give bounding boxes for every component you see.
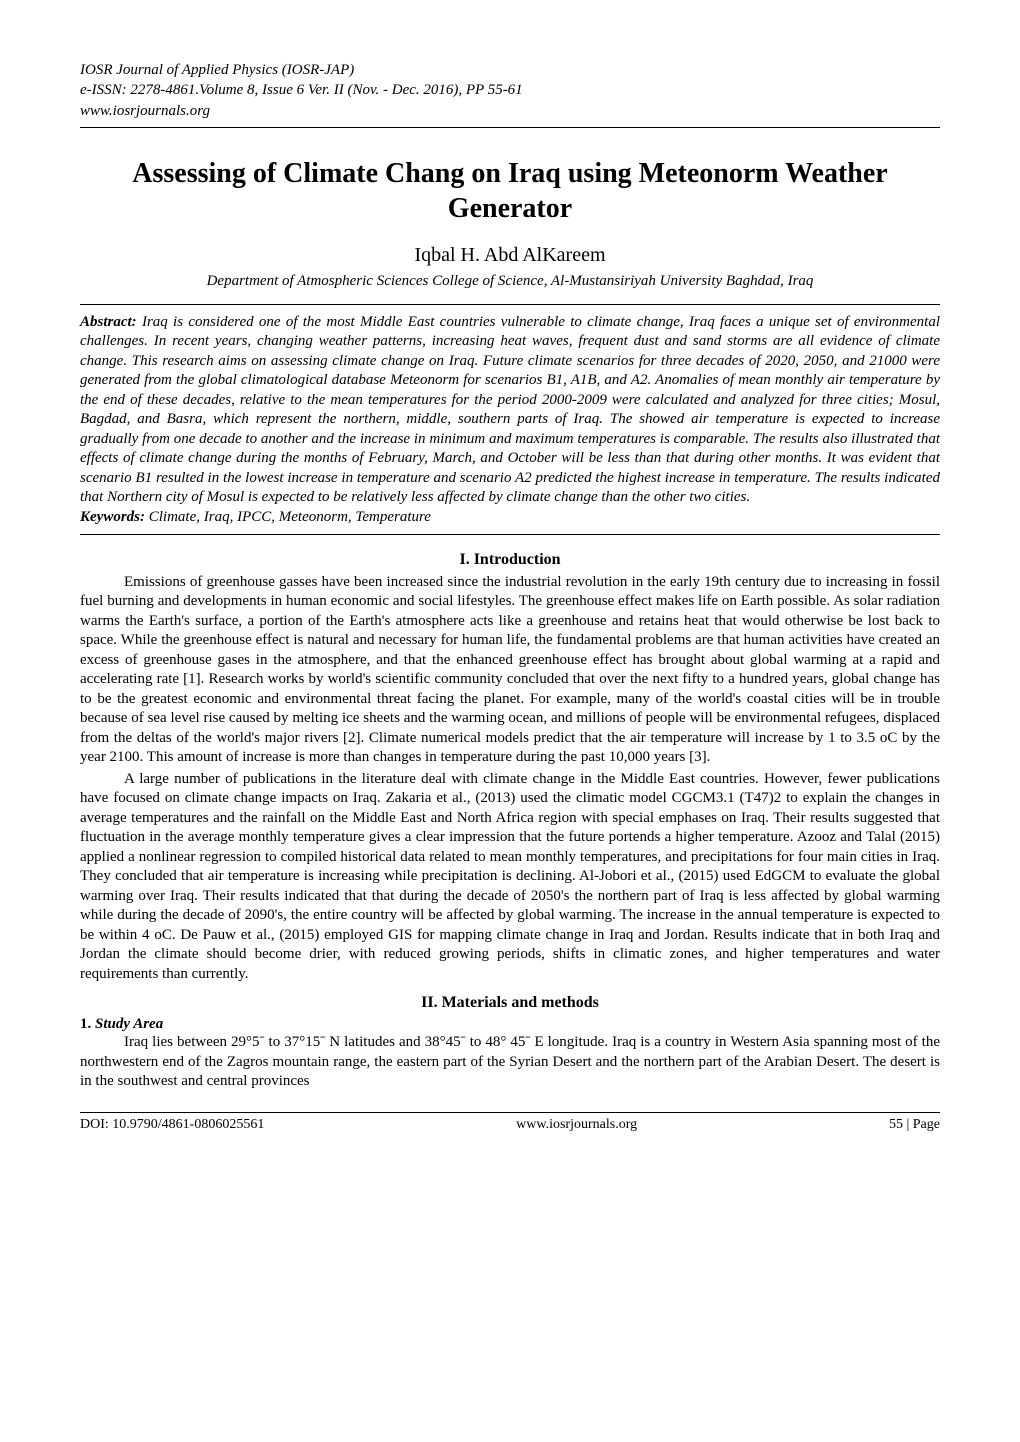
paper-title: Assessing of Climate Chang on Iraq using… <box>80 156 940 226</box>
footer-site: www.iosrjournals.org <box>516 1117 637 1133</box>
section-heading-introduction: I. Introduction <box>80 551 940 569</box>
intro-paragraph-2: A large number of publications in the li… <box>80 770 940 985</box>
intro-paragraph-1: Emissions of greenhouse gasses have been… <box>80 573 940 768</box>
subsection-number: 1. <box>80 1016 91 1032</box>
footer-doi: DOI: 10.9790/4861-0806025561 <box>80 1117 264 1133</box>
header-divider <box>80 127 940 128</box>
abstract-label: Abstract: <box>80 314 137 330</box>
study-area-paragraph-1: Iraq lies between 29°5ˉ to 37°15ˉ N lati… <box>80 1033 940 1092</box>
page-footer: DOI: 10.9790/4861-0806025561 www.iosrjou… <box>80 1115 940 1133</box>
subsection-label: Study Area <box>91 1016 163 1032</box>
author-affiliation: Department of Atmospheric Sciences Colle… <box>80 273 940 290</box>
journal-name: IOSR Journal of Applied Physics (IOSR-JA… <box>80 60 940 80</box>
author-name: Iqbal H. Abd AlKareem <box>80 244 940 267</box>
abstract-block: Abstract: Iraq is considered one of the … <box>80 304 940 535</box>
section-heading-materials: II. Materials and methods <box>80 994 940 1012</box>
subsection-study-area: 1. Study Area <box>80 1016 940 1033</box>
journal-website: www.iosrjournals.org <box>80 101 940 121</box>
abstract-paragraph: Abstract: Iraq is considered one of the … <box>80 313 940 508</box>
journal-header: IOSR Journal of Applied Physics (IOSR-JA… <box>80 60 940 121</box>
abstract-body: Iraq is considered one of the most Middl… <box>80 314 940 506</box>
footer-page-number: 55 | Page <box>889 1117 940 1133</box>
keywords-label: Keywords: <box>80 509 145 525</box>
keywords-line: Keywords: Climate, Iraq, IPCC, Meteonorm… <box>80 508 940 526</box>
journal-issn: e-ISSN: 2278-4861.Volume 8, Issue 6 Ver.… <box>80 80 940 100</box>
footer-divider <box>80 1112 940 1113</box>
keywords-text: Climate, Iraq, IPCC, Meteonorm, Temperat… <box>145 509 431 525</box>
